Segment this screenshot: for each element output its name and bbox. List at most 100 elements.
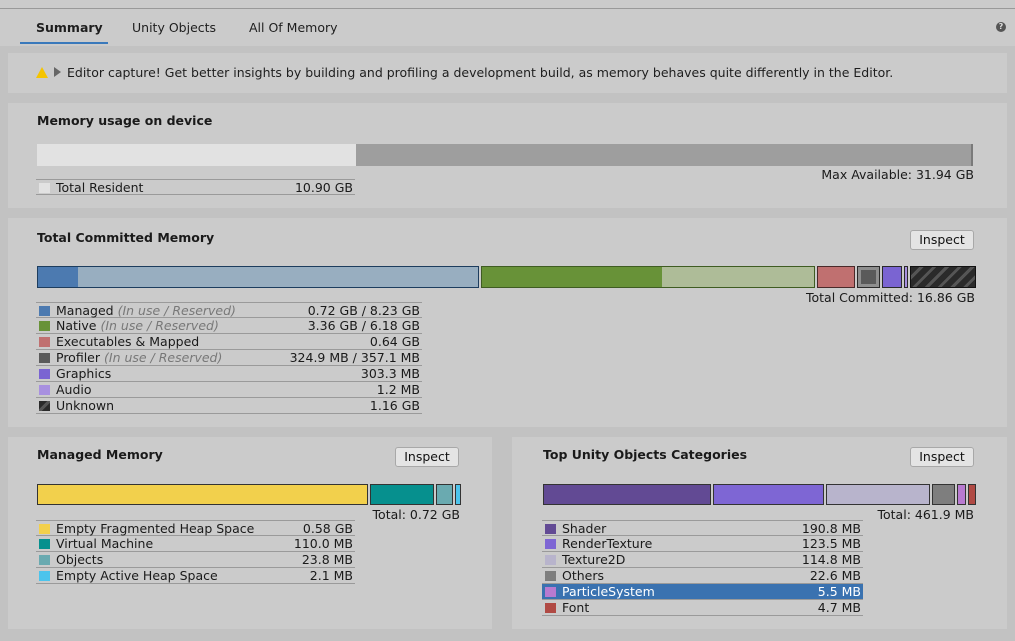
managed-total-label: Total: 0.72 GB bbox=[372, 507, 460, 522]
unity-objects-total-label: Total: 461.9 MB bbox=[877, 507, 975, 522]
legend-value: 1.16 GB bbox=[369, 398, 420, 413]
legend-row-rendertexture[interactable]: RenderTexture 123.5 MB bbox=[542, 536, 863, 552]
legend-label-text: RenderTexture bbox=[562, 536, 653, 551]
legend-swatch bbox=[39, 539, 50, 549]
legend-label-text: Others bbox=[562, 568, 605, 583]
legend-row-texture2d[interactable]: Texture2D 114.8 MB bbox=[542, 552, 863, 568]
legend-label: Objects bbox=[56, 552, 103, 567]
committed-inspect-button[interactable]: Inspect bbox=[910, 230, 974, 250]
legend-row-empty-fragmented-heap-space[interactable]: Empty Fragmented Heap Space 0.58 GB bbox=[36, 520, 355, 536]
legend-label: Unknown bbox=[56, 398, 114, 413]
managed-memory-title: Managed Memory bbox=[37, 447, 163, 462]
tab-unity-objects[interactable]: Unity Objects bbox=[132, 20, 217, 35]
legend-row-particlesystem[interactable]: ParticleSystem 5.5 MB bbox=[542, 584, 863, 600]
native-segment[interactable] bbox=[481, 266, 815, 288]
legend-label-text: Empty Fragmented Heap Space bbox=[56, 521, 255, 536]
managed-segment[interactable] bbox=[37, 266, 479, 288]
legend-row-font[interactable]: Font 4.7 MB bbox=[542, 600, 863, 616]
legend-swatch bbox=[39, 306, 50, 316]
help-icon[interactable]: ? bbox=[996, 22, 1006, 32]
legend-row-empty-active-heap-space[interactable]: Empty Active Heap Space 2.1 MB bbox=[36, 568, 355, 584]
shader-segment[interactable] bbox=[543, 484, 711, 505]
managed-in-use-fill bbox=[38, 267, 78, 287]
legend-value: 5.5 MB bbox=[817, 584, 861, 599]
virtual-machine-segment[interactable] bbox=[370, 484, 434, 505]
legend-label-text: Managed bbox=[56, 303, 114, 318]
unity-objects-title: Top Unity Objects Categories bbox=[543, 447, 748, 462]
legend-label: Others bbox=[562, 568, 604, 583]
warning-icon bbox=[36, 67, 48, 78]
legend-swatch bbox=[39, 571, 50, 581]
profiler-segment[interactable] bbox=[857, 266, 880, 288]
legend-value: 0.58 GB bbox=[302, 521, 353, 536]
legend-value: 123.5 MB bbox=[801, 536, 861, 551]
managed-inspect-button[interactable]: Inspect bbox=[395, 447, 459, 467]
legend-value: 1.2 MB bbox=[376, 382, 420, 397]
total-committed-label: Total Committed: 16.86 GB bbox=[805, 290, 975, 305]
managed-memory-panel: Managed Memory Inspect Total: 0.72 GB Em… bbox=[8, 437, 492, 629]
unity-objects-legend: Shader 190.8 MB RenderTexture 123.5 MB Textu… bbox=[542, 520, 863, 616]
legend-label: Total Resident bbox=[56, 180, 144, 195]
unknown-segment[interactable] bbox=[910, 266, 976, 288]
committed-memory-panel: Total Committed Memory Inspect Total Com… bbox=[8, 218, 1007, 427]
legend-label: Executables & Mapped bbox=[56, 334, 199, 349]
legend-value: 0.64 GB bbox=[369, 334, 420, 349]
legend-swatch bbox=[545, 555, 556, 565]
legend-row-profiler[interactable]: Profiler (In use / Reserved) 324.9 MB / 3… bbox=[36, 350, 422, 366]
tab-summary[interactable]: Summary bbox=[36, 20, 103, 35]
audio-segment[interactable] bbox=[904, 266, 908, 288]
empty-active-heap-segment[interactable] bbox=[455, 484, 461, 505]
legend-row-audio[interactable]: Audio 1.2 MB bbox=[36, 382, 422, 398]
legend-value: 190.8 MB bbox=[801, 521, 861, 536]
legend-swatch bbox=[545, 571, 556, 581]
legend-label: Empty Active Heap Space bbox=[56, 568, 218, 583]
legend-label: Empty Fragmented Heap Space bbox=[56, 521, 254, 536]
legend-label-text: Native bbox=[56, 318, 97, 333]
legend-row-managed[interactable]: Managed (In use / Reserved) 0.72 GB / 8.2… bbox=[36, 302, 422, 318]
total-resident-segment[interactable] bbox=[37, 144, 356, 166]
others-segment[interactable] bbox=[932, 484, 955, 505]
legend-label-text: Texture2D bbox=[562, 552, 626, 567]
tab-bar: Summary Unity Objects All Of Memory ? bbox=[0, 9, 1015, 46]
legend-row-unknown[interactable]: Unknown 1.16 GB bbox=[36, 398, 422, 414]
font-segment[interactable] bbox=[968, 484, 976, 505]
profiler-in-use-fill bbox=[861, 270, 876, 284]
empty-fragmented-heap-segment[interactable] bbox=[37, 484, 368, 505]
legend-value: 10.90 GB bbox=[294, 180, 353, 195]
legend-note: (In use / Reserved) bbox=[117, 303, 236, 318]
legend-swatch bbox=[39, 321, 50, 331]
legend-label: Managed (In use / Reserved) bbox=[56, 303, 236, 318]
legend-label: Font bbox=[562, 600, 589, 615]
legend-swatch bbox=[39, 555, 50, 565]
particlesystem-segment[interactable] bbox=[957, 484, 966, 505]
legend-label-text: ParticleSystem bbox=[562, 584, 655, 599]
texture2d-segment[interactable] bbox=[826, 484, 930, 505]
legend-swatch bbox=[39, 385, 50, 395]
graphics-segment[interactable] bbox=[882, 266, 902, 288]
warning-text: Editor capture! Get better insights by b… bbox=[67, 65, 894, 80]
legend-swatch bbox=[545, 587, 556, 597]
objects-segment[interactable] bbox=[436, 484, 453, 505]
rendertexture-segment[interactable] bbox=[713, 484, 824, 505]
active-tab-indicator bbox=[20, 42, 108, 44]
legend-row-shader[interactable]: Shader 190.8 MB bbox=[542, 520, 863, 536]
legend-row-graphics[interactable]: Graphics 303.3 MB bbox=[36, 366, 422, 382]
expand-arrow-icon[interactable] bbox=[54, 67, 61, 77]
legend-row-objects[interactable]: Objects 23.8 MB bbox=[36, 552, 355, 568]
legend-row-virtual-machine[interactable]: Virtual Machine 110.0 MB bbox=[36, 536, 355, 552]
executables-segment[interactable] bbox=[817, 266, 855, 288]
legend-row-native[interactable]: Native (In use / Reserved) 3.36 GB / 6.18… bbox=[36, 318, 422, 334]
legend-label: Graphics bbox=[56, 366, 111, 381]
legend-label: Profiler (In use / Reserved) bbox=[56, 350, 222, 365]
editor-capture-warning: Editor capture! Get better insights by b… bbox=[8, 53, 1007, 93]
legend-label-text: Shader bbox=[562, 521, 607, 536]
unity-objects-inspect-button[interactable]: Inspect bbox=[910, 447, 974, 467]
memory-usage-panel: Memory usage on device Max Available: 31… bbox=[8, 103, 1007, 208]
legend-label: Texture2D bbox=[562, 552, 625, 567]
tab-all-of-memory[interactable]: All Of Memory bbox=[249, 20, 338, 35]
legend-value: 324.9 MB / 357.1 MB bbox=[289, 350, 420, 365]
legend-swatch bbox=[39, 353, 50, 363]
legend-row-others[interactable]: Others 22.6 MB bbox=[542, 568, 863, 584]
legend-label-text: Empty Active Heap Space bbox=[56, 568, 218, 583]
legend-row-executables-mapped[interactable]: Executables & Mapped 0.64 GB bbox=[36, 334, 422, 350]
